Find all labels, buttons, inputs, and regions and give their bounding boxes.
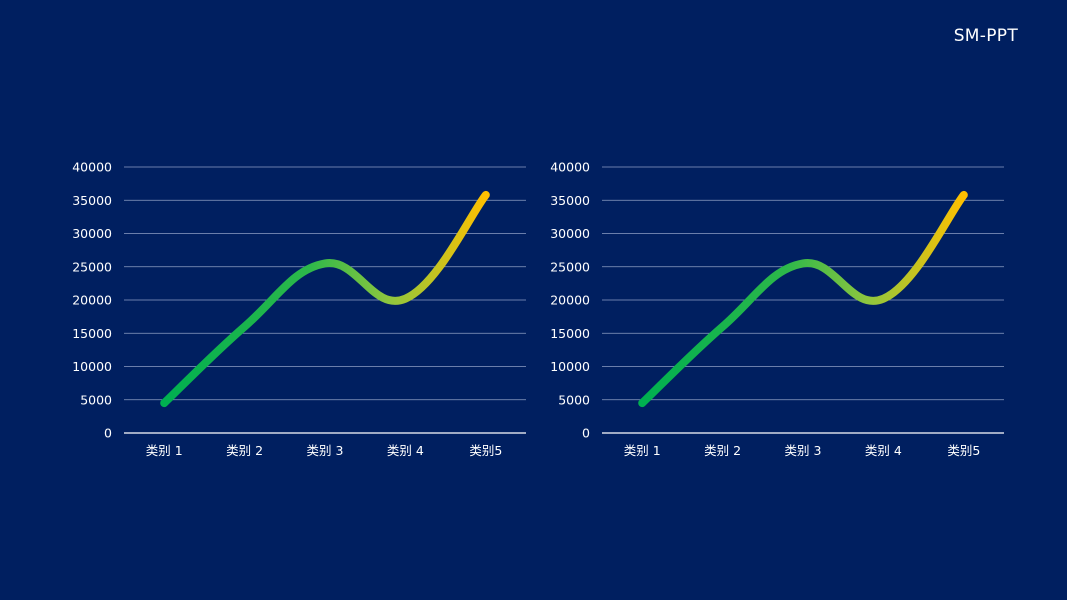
y-tick-label: 30000	[72, 226, 112, 241]
x-tick-label: 类别5	[469, 443, 502, 458]
series-line	[638, 190, 968, 408]
y-tick-label: 15000	[72, 326, 112, 341]
line-chart-left: 0 5000 10000 15000 20000 25000 30000 35000 40000…	[60, 150, 530, 470]
x-tick-label: 类别 3	[785, 443, 822, 458]
x-tick-label: 类别 2	[226, 443, 263, 458]
y-tick-label: 35000	[72, 193, 112, 208]
y-tick-label: 30000	[550, 226, 590, 241]
y-tick-label: 5000	[558, 392, 590, 407]
brand-label: SM-PPT	[953, 26, 1018, 46]
line-chart-right: 0 5000 10000 15000 20000 25000 30000 35000 40000…	[538, 150, 1008, 470]
chart-svg: 0 5000 10000 15000 20000 25000 30000 35000 40000…	[72, 160, 526, 458]
x-tick-label: 类别 4	[387, 443, 424, 458]
y-tick-label: 20000	[72, 293, 112, 308]
y-tick-label: 0	[104, 426, 112, 441]
y-tick-label: 5000	[80, 392, 112, 407]
x-tick-label: 类别 2	[704, 443, 741, 458]
y-tick-label: 10000	[72, 359, 112, 374]
y-tick-label: 25000	[72, 259, 112, 274]
y-tick-label: 35000	[550, 193, 590, 208]
y-tick-label: 40000	[72, 160, 112, 175]
y-tick-label: 15000	[550, 326, 590, 341]
y-tick-label: 40000	[550, 160, 590, 175]
y-tick-label: 10000	[550, 359, 590, 374]
x-tick-label: 类别5	[947, 443, 980, 458]
x-tick-label: 类别 1	[146, 443, 183, 458]
x-tick-label: 类别 1	[624, 443, 661, 458]
x-tick-label: 类别 3	[307, 443, 344, 458]
series-line	[160, 190, 490, 408]
chart-svg: 0 5000 10000 15000 20000 25000 30000 35000 40000…	[550, 160, 1004, 458]
y-tick-label: 20000	[550, 293, 590, 308]
y-tick-label: 25000	[550, 259, 590, 274]
x-tick-label: 类别 4	[865, 443, 902, 458]
y-tick-label: 0	[582, 426, 590, 441]
